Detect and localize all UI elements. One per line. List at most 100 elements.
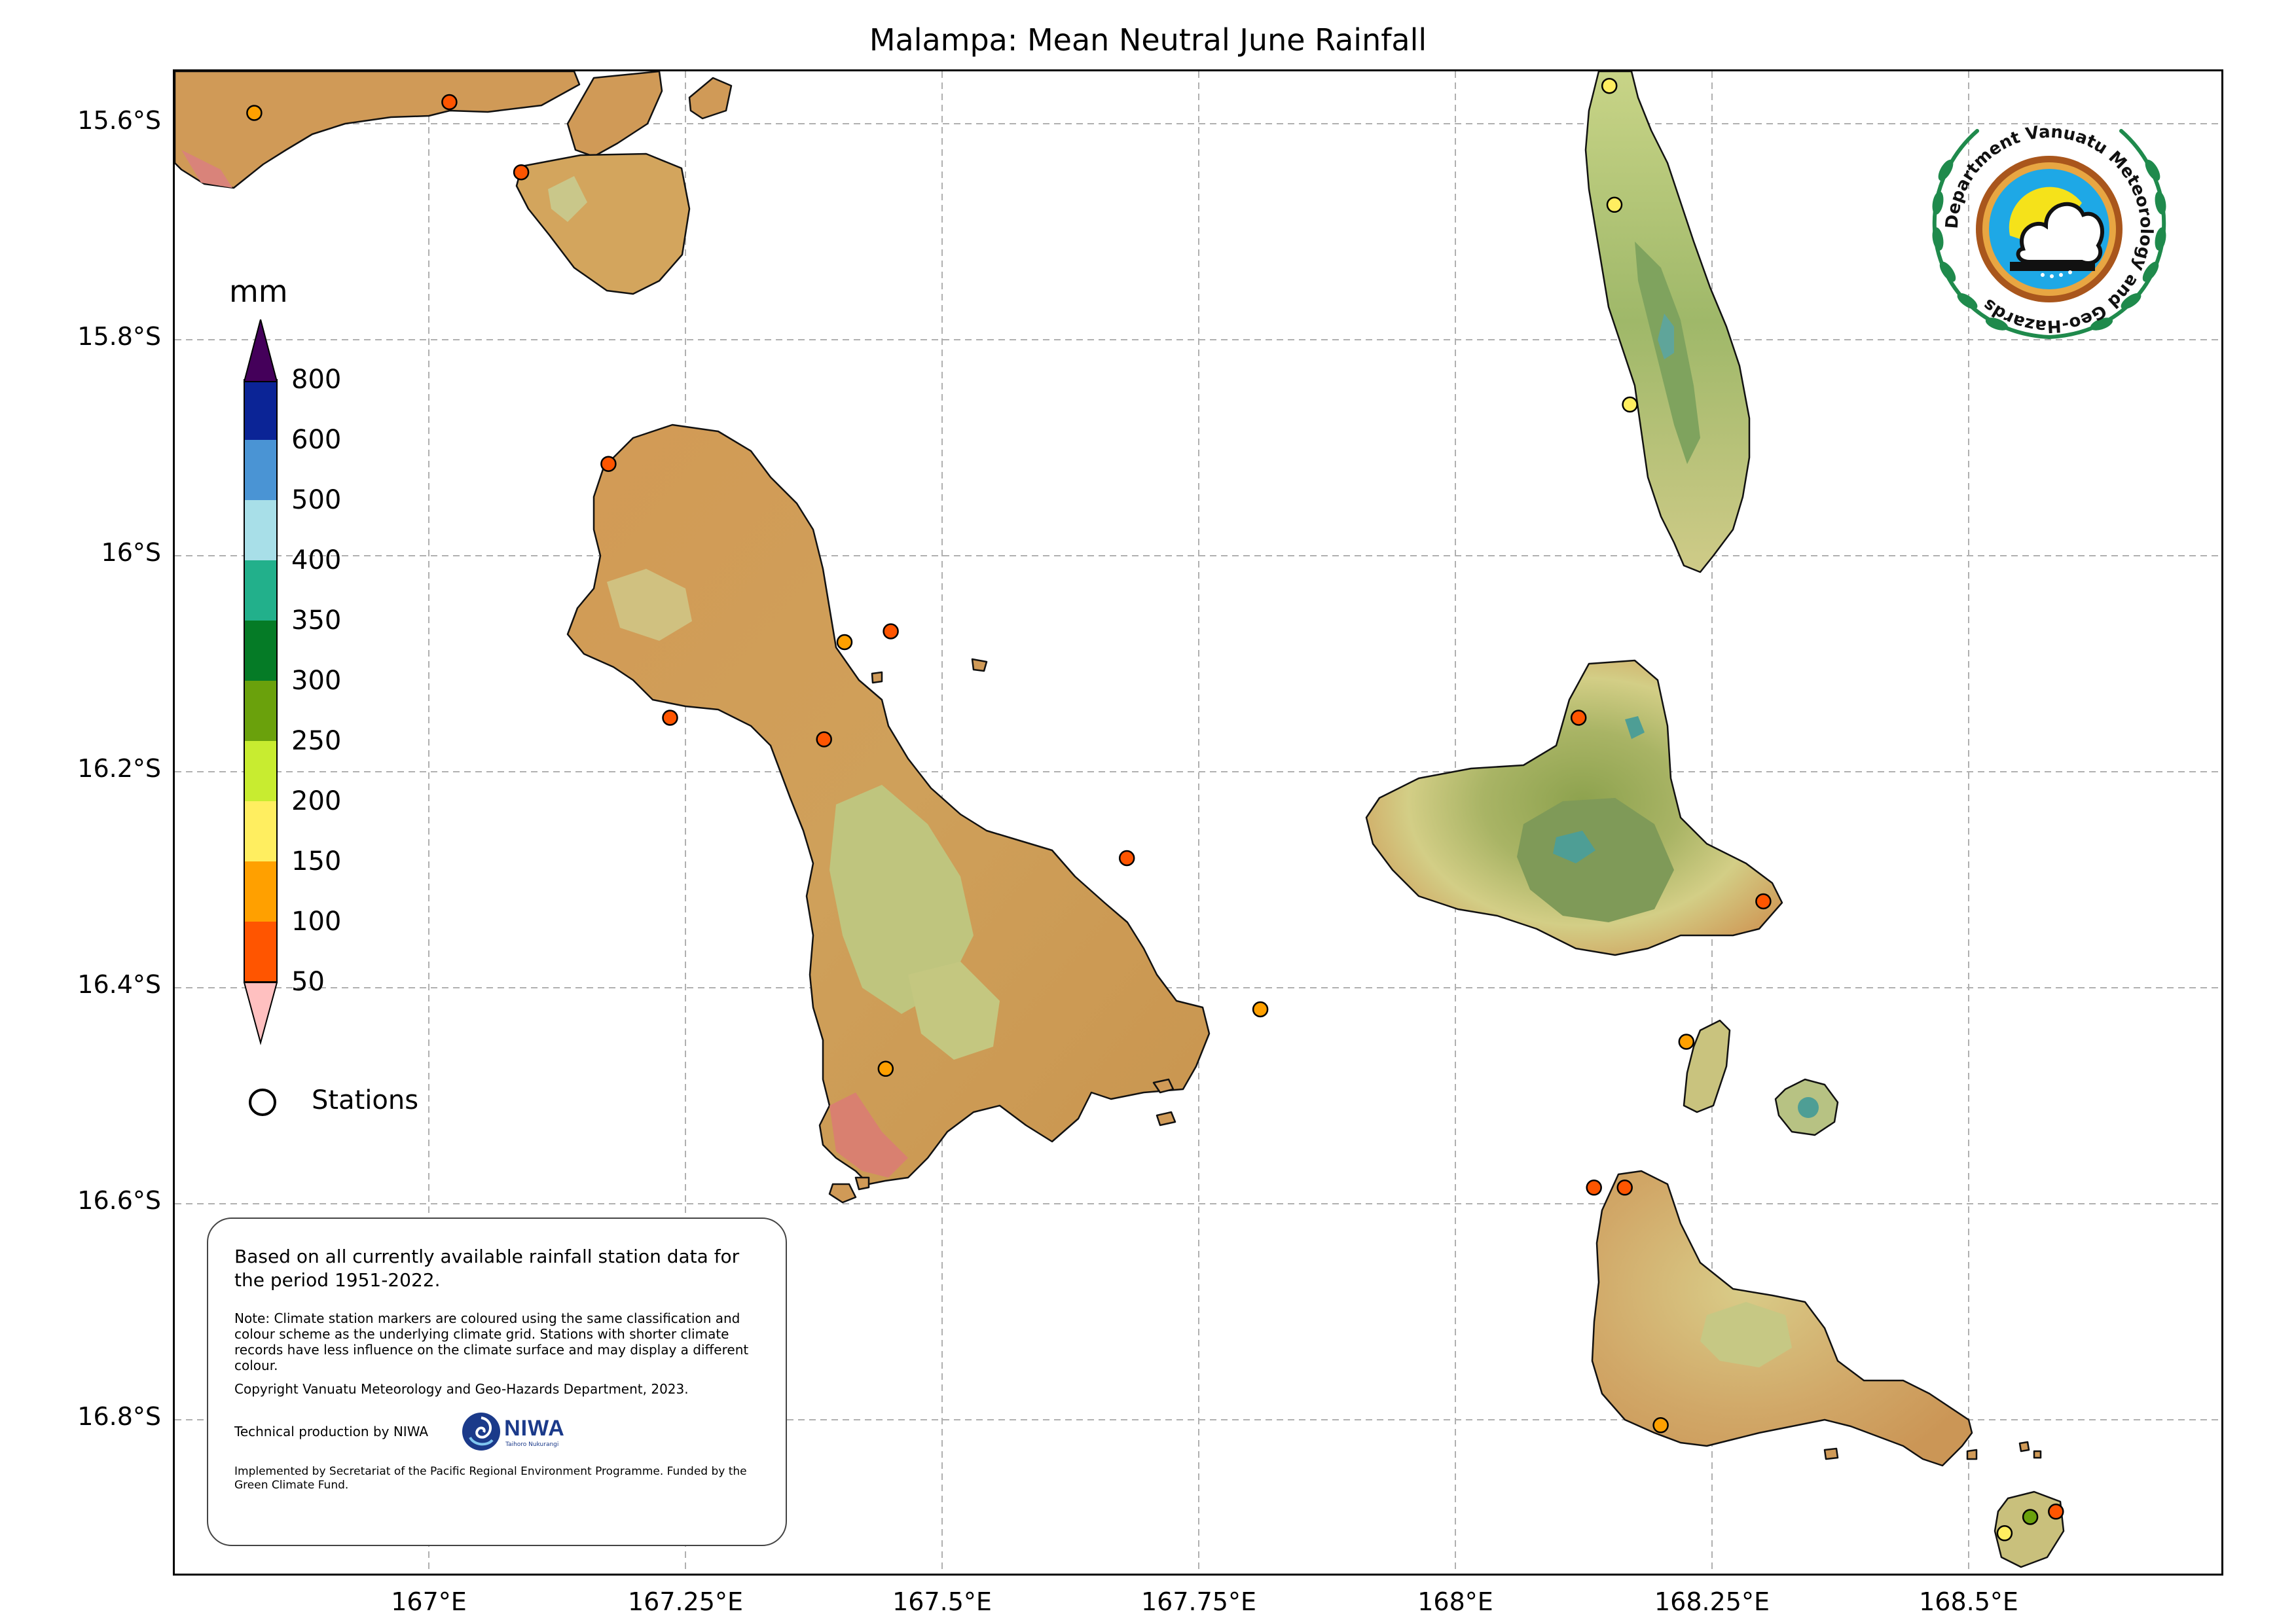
colorbar-under-arrow <box>243 982 278 1045</box>
station-marker <box>662 710 678 726</box>
info-box: Based on all currently available rainfal… <box>207 1218 787 1546</box>
colorbar-bin <box>244 861 277 922</box>
lat-label-16-2: 16.2°S <box>77 754 161 783</box>
station-marker <box>441 94 458 111</box>
malekula-pink-south <box>829 1092 908 1178</box>
station-marker <box>1996 1525 2013 1542</box>
malekula-highland-west <box>607 569 692 641</box>
colorbar-label-500: 500 <box>291 485 342 515</box>
lopevi-peak <box>1798 1097 1819 1118</box>
station-marker <box>1622 396 1638 413</box>
malekula-islet-3 <box>1152 1078 1175 1094</box>
lat-label-15-6: 15.6°S <box>77 106 161 135</box>
niwa-logo: NIWA Taihoro Nukurangi <box>461 1411 565 1452</box>
station-legend-circle-icon <box>249 1089 276 1116</box>
santo-pink-zone <box>181 150 232 188</box>
aore-island <box>566 71 663 158</box>
station-marker <box>1755 893 1772 910</box>
station-markers <box>246 77 2064 1542</box>
station-marker <box>1652 1417 1669 1434</box>
station-marker <box>246 105 263 121</box>
station-marker <box>1678 1034 1695 1050</box>
epi-highland <box>1700 1302 1792 1367</box>
colorbar-label-250: 250 <box>291 726 342 756</box>
info-technical: Technical production by NIWA <box>234 1424 429 1439</box>
lon-label-167: 167°E <box>391 1587 467 1616</box>
colorbar-bin <box>244 560 277 621</box>
info-implemented: Implemented by Secretariat of the Pacifi… <box>234 1465 747 1492</box>
malekula-islet-2 <box>854 1176 870 1191</box>
niwa-swirl-icon <box>462 1413 501 1451</box>
colorbar-bin <box>244 801 277 862</box>
tongoa-islet-1 <box>2018 1441 2030 1453</box>
station-marker <box>1601 77 1618 94</box>
station-marker <box>1570 710 1587 726</box>
colorbar-over-arrow <box>243 319 278 382</box>
rainfall-colorbar <box>243 319 278 1045</box>
station-marker <box>883 623 899 640</box>
colorbar-label-150: 150 <box>291 846 342 876</box>
logo-cloud-icon <box>2016 202 2104 265</box>
lon-label-167-75: 167.75°E <box>1141 1587 1256 1616</box>
station-marker <box>2022 1509 2039 1525</box>
station-marker <box>2048 1504 2064 1520</box>
station-marker <box>1606 196 1623 213</box>
lat-label-15-8: 15.8°S <box>77 322 161 351</box>
station-marker <box>1616 1180 1633 1196</box>
colorbar-bin <box>244 440 277 501</box>
info-main-text: Based on all currently available rainfal… <box>234 1246 740 1291</box>
logo-ground <box>2010 262 2095 271</box>
paama-island <box>1683 1019 1731 1113</box>
malekula-islet-4 <box>1156 1111 1176 1127</box>
lon-label-167-25: 167.25°E <box>628 1587 743 1616</box>
malekula-islet-5 <box>971 658 988 672</box>
santo-coast-island <box>175 71 581 189</box>
logo-stars-icon <box>2041 270 2072 278</box>
niwa-logo-text: NIWA <box>504 1415 565 1441</box>
malo-island <box>515 153 691 295</box>
map-title: Malampa: Mean Neutral June Rainfall <box>869 22 1427 58</box>
station-marker <box>836 634 853 651</box>
colorbar-label-300: 300 <box>291 666 342 696</box>
colorbar-label-350: 350 <box>291 605 342 636</box>
legend-unit: mm <box>229 274 288 309</box>
lon-label-168-25: 168.25°E <box>1654 1587 1770 1616</box>
colorbar-bin <box>244 681 277 742</box>
pentecost-peak <box>1658 314 1674 359</box>
lon-label-167-5: 167.5°E <box>892 1587 992 1616</box>
station-marker <box>513 164 530 181</box>
tongoa-islet-2 <box>2033 1450 2042 1459</box>
lat-label-16-8: 16.8°S <box>77 1402 161 1431</box>
colorbar-bin <box>244 380 277 441</box>
colorbar-label-400: 400 <box>291 545 342 575</box>
colorbar-label-50: 50 <box>291 967 325 997</box>
laurel-leaves-icon <box>1932 159 2166 331</box>
colorbar-label-800: 800 <box>291 365 342 395</box>
colorbar-label-200: 200 <box>291 786 342 816</box>
malekula-islet-6 <box>871 671 883 684</box>
malekula-highland-center <box>829 785 974 1014</box>
info-note: Note: Climate station markers are colour… <box>234 1310 749 1373</box>
colorbar-bin <box>244 741 277 802</box>
tongoa-island <box>1994 1490 2065 1568</box>
map-canvas <box>175 71 2221 1574</box>
malekula-highland-south <box>908 962 1000 1060</box>
malekula-islet-1 <box>828 1183 857 1204</box>
lon-label-168-5: 168.5°E <box>1919 1587 2018 1616</box>
station-marker <box>600 456 617 472</box>
colorbar-label-600: 600 <box>291 425 342 455</box>
epi-islet <box>1823 1447 1839 1460</box>
colorbar-bin <box>244 621 277 681</box>
station-marker <box>1118 850 1135 867</box>
lon-label-168: 168°E <box>1417 1587 1493 1616</box>
epi-islet-2 <box>1966 1449 1978 1460</box>
north-islet <box>688 77 733 120</box>
station-marker <box>816 731 832 748</box>
lat-label-16-6: 16.6°S <box>77 1186 161 1215</box>
ambrym-crater-2 <box>1625 716 1645 739</box>
station-marker <box>1586 1180 1602 1196</box>
niwa-tagline: Taihoro Nukurangi <box>505 1441 559 1448</box>
colorbar-bin <box>244 500 277 561</box>
colorbar-bin <box>244 922 277 983</box>
station-legend-label: Stations <box>312 1085 419 1115</box>
